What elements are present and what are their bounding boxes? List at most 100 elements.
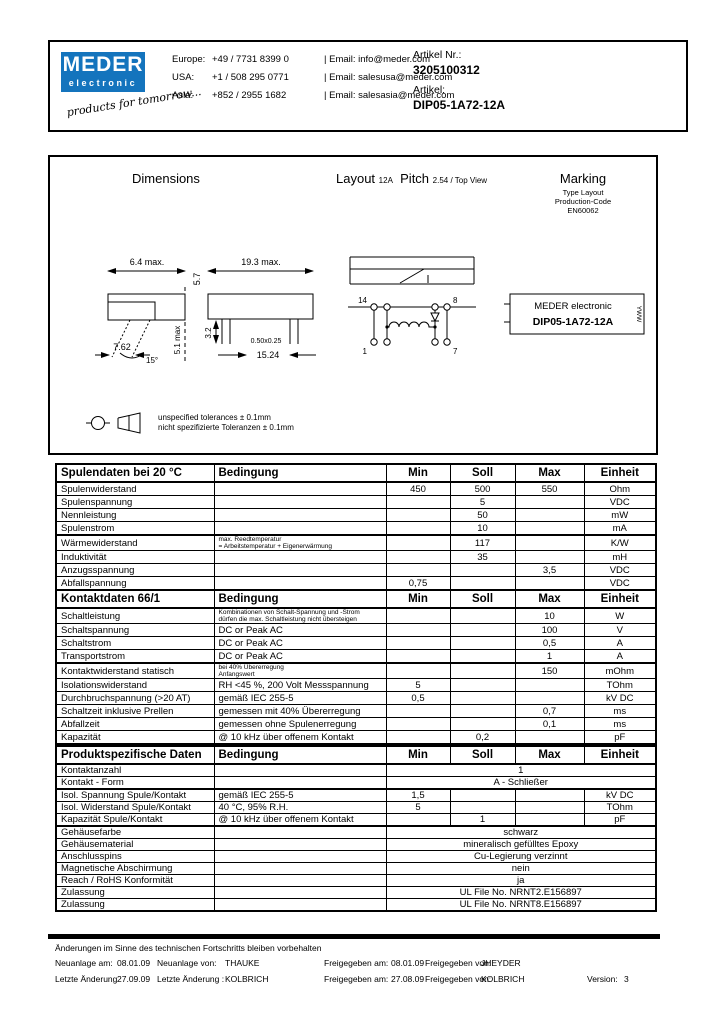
column-header: Bedingung bbox=[213, 745, 387, 765]
dim-label-body-height: 5.7 bbox=[192, 273, 202, 286]
max-cell: 550 bbox=[514, 481, 585, 496]
contact-email: | Email: info@meder.com bbox=[324, 54, 431, 65]
contact-region: USA: bbox=[172, 72, 195, 83]
column-header: Einheit bbox=[583, 745, 657, 765]
footer-value: JHEYDER bbox=[481, 958, 521, 968]
article-number-value: 3205100312 bbox=[413, 63, 480, 77]
contact-region: Europe: bbox=[172, 54, 206, 65]
parameter-cell: Kapazität bbox=[55, 730, 215, 745]
marking-info-code: Production-Code bbox=[554, 197, 612, 206]
marking-info-norm: EN60062 bbox=[567, 206, 599, 215]
soll-cell: 117 bbox=[449, 534, 516, 551]
dimensions-title: Dimensions bbox=[132, 171, 200, 186]
table-row: Isol. Spannung Spule/Kontakt gemäß IEC 25… bbox=[55, 788, 657, 802]
table-row: Anschlusspins Cu-Legierung verzinnt bbox=[55, 850, 657, 863]
max-cell bbox=[514, 813, 585, 827]
table-row: Zulassung UL File No. NRNT2.E156897 bbox=[55, 886, 657, 899]
footer-separator bbox=[48, 934, 660, 939]
dimension-drawing: 6.4 max. 19.3 max. 5.7 5.1 max 15° bbox=[95, 257, 316, 365]
min-cell bbox=[385, 717, 451, 731]
soll-cell bbox=[449, 563, 516, 577]
table-row: Spulenspannung 5 VDC bbox=[55, 495, 657, 509]
parameter-cell: Schaltzeit inklusive Prellen bbox=[55, 704, 215, 718]
parameter-cell: Zulassung bbox=[55, 886, 215, 899]
soll-cell bbox=[449, 801, 516, 814]
condition-cell bbox=[213, 550, 387, 564]
merged-value-cell: nein bbox=[385, 862, 657, 875]
min-cell bbox=[385, 813, 451, 827]
unit-cell: ms bbox=[583, 704, 657, 718]
max-cell bbox=[514, 678, 585, 692]
article-name-value: DIP05-1A72-12A bbox=[413, 98, 506, 112]
parameter-cell: Spulenspannung bbox=[55, 495, 215, 509]
parameter-cell: Gehäusefarbe bbox=[55, 825, 215, 839]
table-row: Kapazität @ 10 kHz über offenem Kontakt 0,… bbox=[55, 730, 657, 745]
article-info: Artikel Nr.: 3205100312 Artikel: DIP05-1… bbox=[413, 49, 505, 119]
footer-label: Neuanlage am: bbox=[55, 958, 113, 968]
condition-cell bbox=[213, 862, 387, 875]
max-cell bbox=[514, 508, 585, 522]
footer-value: 27.09.09 bbox=[117, 974, 151, 984]
parameter-cell: Isolationswiderstand bbox=[55, 678, 215, 692]
marking-box-datecode: YWW bbox=[635, 306, 642, 323]
soll-cell bbox=[449, 788, 516, 802]
condition-cell: DC or Peak AC bbox=[213, 636, 387, 650]
pin-label-8: 8 bbox=[453, 296, 458, 305]
condition-cell bbox=[213, 898, 387, 912]
condition-cell: gemessen ohne Spulenerregung bbox=[213, 717, 387, 731]
min-cell bbox=[385, 623, 451, 637]
pitch-label: Pitch bbox=[400, 171, 430, 186]
contact-phone: +1 / 508 295 0771 bbox=[212, 72, 289, 83]
unit-cell: kV DC bbox=[583, 788, 657, 802]
footer-row-created: Neuanlage am: 08.01.09 Neuanlage von: THAUK… bbox=[55, 957, 695, 969]
unit-cell: A bbox=[583, 649, 657, 664]
min-cell bbox=[385, 521, 451, 536]
kontaktdaten-table: Kontaktdaten 66/1 Bedingung Min Soll Max Einh… bbox=[55, 589, 657, 745]
projection-symbol-icon bbox=[86, 412, 141, 434]
parameter-cell: Schaltleistung bbox=[55, 607, 215, 624]
merged-value-cell: Cu-Legierung verzinnt bbox=[385, 850, 657, 863]
footer-note: Änderungen im Sinne des technischen Fort… bbox=[55, 943, 322, 953]
unit-cell: mA bbox=[583, 521, 657, 536]
contact-row-usa: USA: +1 / 508 295 0771 | Email: salesusa@m… bbox=[172, 69, 454, 87]
column-header: Min bbox=[385, 589, 451, 609]
condition-cell: Kombinationen von Schalt-Spannung und -S… bbox=[213, 607, 387, 624]
layout-label: Layout bbox=[336, 171, 376, 186]
condition-cell: DC or Peak AC bbox=[213, 623, 387, 637]
parameter-cell: Abfallzeit bbox=[55, 717, 215, 731]
table-row: Isolationswiderstand RH <45 %, 200 Volt M… bbox=[55, 678, 657, 692]
min-cell bbox=[385, 662, 451, 679]
unit-cell: TOhm bbox=[583, 801, 657, 814]
parameter-cell: Zulassung bbox=[55, 898, 215, 912]
marking-box-line1: MEDER electronic bbox=[534, 301, 612, 312]
max-cell: 10 bbox=[514, 607, 585, 624]
parameter-cell: Abfallspannung bbox=[55, 576, 215, 591]
footer-label: Freigegeben am: bbox=[324, 974, 389, 984]
soll-cell bbox=[449, 704, 516, 718]
spulendaten-table: Spulendaten bei 20 °C Bedingung Min Soll Max… bbox=[55, 463, 657, 591]
parameter-cell: Magnetische Abschirmung bbox=[55, 862, 215, 875]
pin-label-14: 14 bbox=[358, 296, 367, 305]
footer-label: Freigegeben von: bbox=[425, 958, 492, 968]
column-header: Bedingung bbox=[213, 589, 387, 609]
max-cell bbox=[514, 550, 585, 564]
condition-cell bbox=[213, 776, 387, 790]
condition-cell: gemäß IEC 255-5 bbox=[213, 691, 387, 705]
parameter-cell: Kontaktwiderstand statisch bbox=[55, 662, 215, 679]
parameter-cell: Spulenstrom bbox=[55, 521, 215, 536]
soll-cell: 0,2 bbox=[449, 730, 516, 745]
table-title: Produktspezifische Daten bbox=[55, 745, 215, 765]
dim-label-front-width: 19.3 max. bbox=[241, 257, 281, 267]
max-cell bbox=[514, 788, 585, 802]
condition-cell: RH <45 %, 200 Volt Messspannung bbox=[213, 678, 387, 692]
condition-cell bbox=[213, 521, 387, 536]
max-cell bbox=[514, 576, 585, 591]
parameter-cell: Kontakt - Form bbox=[55, 776, 215, 790]
parameter-cell: Induktivität bbox=[55, 550, 215, 564]
table-header-row: Produktspezifische Daten Bedingung Min Soll… bbox=[55, 745, 657, 765]
contact-email: | Email: salesusa@meder.com bbox=[324, 72, 453, 83]
parameter-cell: Reach / RoHS Konformität bbox=[55, 874, 215, 887]
max-cell: 3,5 bbox=[514, 563, 585, 577]
table-row: Isol. Widerstand Spule/Kontakt 40 °C, 95%… bbox=[55, 801, 657, 814]
